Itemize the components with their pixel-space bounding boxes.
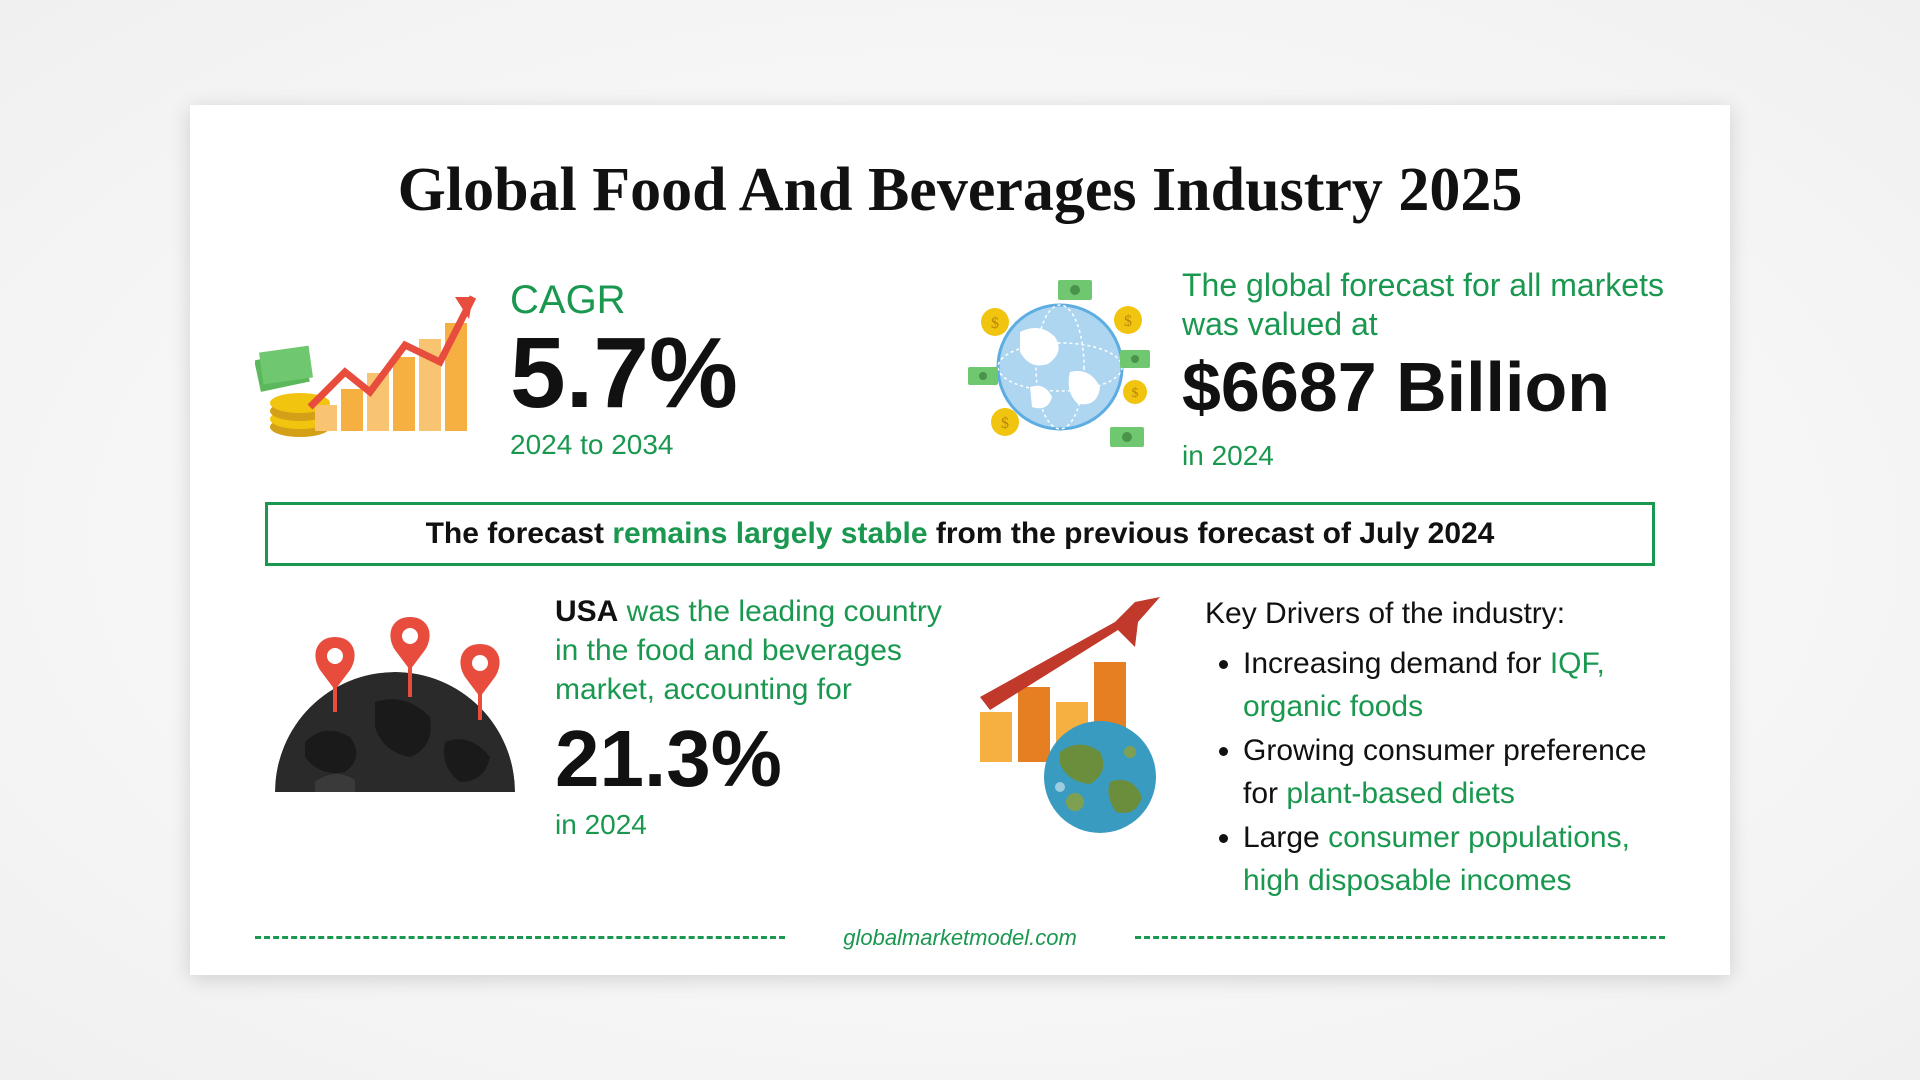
cagr-value: 5.7% bbox=[510, 323, 738, 423]
growth-chart-icon bbox=[255, 277, 485, 462]
page-title: Global Food And Beverages Industry 2025 bbox=[255, 155, 1665, 226]
usa-block: USA was the leading country in the food … bbox=[255, 592, 960, 843]
cagr-period: 2024 to 2034 bbox=[510, 429, 738, 461]
bottom-row: USA was the leading country in the food … bbox=[255, 592, 1665, 882]
stability-banner: The forecast remains largely stable from… bbox=[265, 502, 1655, 566]
drivers-text: Key Drivers of the industry: Increasing … bbox=[1205, 592, 1665, 903]
cagr-text: CAGR 5.7% 2024 to 2034 bbox=[510, 278, 738, 461]
svg-text:$: $ bbox=[1124, 313, 1132, 330]
usa-year: in 2024 bbox=[555, 807, 960, 843]
usa-text: USA was the leading country in the food … bbox=[555, 592, 960, 843]
footer-source: globalmarketmodel.com bbox=[255, 925, 1665, 951]
svg-text:$: $ bbox=[1132, 386, 1139, 401]
svg-text:$: $ bbox=[1001, 415, 1009, 432]
market-value-block: $ $ $ $ The global forecast for all mark… bbox=[960, 266, 1665, 472]
driver-item: Increasing demand for IQF, organic foods bbox=[1243, 642, 1665, 729]
globe-money-icon: $ $ $ $ bbox=[960, 272, 1160, 467]
drivers-heading: Key Drivers of the industry: bbox=[1205, 592, 1665, 636]
usa-country: USA bbox=[555, 595, 618, 628]
banner-pre: The forecast bbox=[426, 517, 613, 550]
banner-post: from the previous forecast of July 2024 bbox=[928, 517, 1495, 550]
market-value-year: in 2024 bbox=[1182, 440, 1665, 472]
driver-item: Growing consumer preference for plant-ba… bbox=[1243, 729, 1665, 816]
drivers-block: Key Drivers of the industry: Increasing … bbox=[960, 592, 1665, 903]
market-value-intro: The global forecast for all markets was … bbox=[1182, 266, 1665, 343]
usa-sentence: USA was the leading country in the food … bbox=[555, 592, 960, 709]
cagr-label: CAGR bbox=[510, 278, 738, 323]
banner-highlight: remains largely stable bbox=[612, 517, 927, 550]
svg-text:$: $ bbox=[991, 315, 999, 332]
infographic-card: Global Food And Beverages Industry 2025 bbox=[190, 105, 1730, 975]
globe-pins-icon bbox=[255, 592, 535, 827]
cagr-block: CAGR 5.7% 2024 to 2034 bbox=[255, 277, 960, 462]
market-value-text: The global forecast for all markets was … bbox=[1182, 266, 1665, 472]
growth-globe-icon bbox=[960, 592, 1185, 847]
top-row: CAGR 5.7% 2024 to 2034 $ $ bbox=[255, 254, 1665, 484]
market-value-amount: $6687 Billion bbox=[1182, 349, 1665, 426]
usa-percent: 21.3% bbox=[555, 719, 960, 799]
driver-item: Large consumer populations, high disposa… bbox=[1243, 816, 1665, 903]
drivers-list: Increasing demand for IQF, organic foods… bbox=[1205, 642, 1665, 903]
